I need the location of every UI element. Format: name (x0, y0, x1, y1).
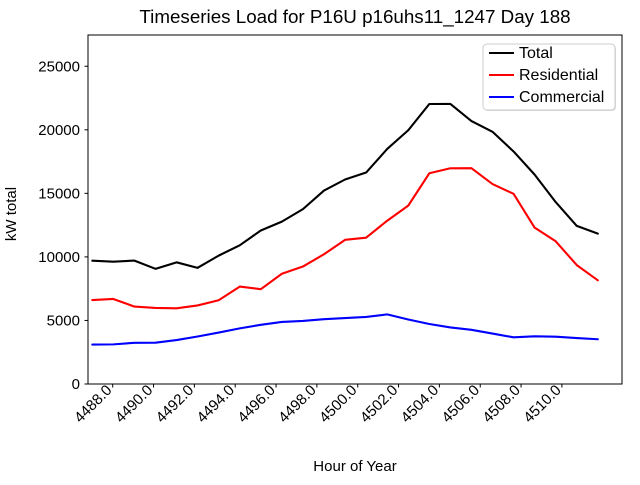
svg-text:20000: 20000 (38, 122, 80, 139)
svg-text:0: 0 (72, 376, 80, 393)
svg-text:10000: 10000 (38, 249, 80, 266)
svg-text:Total: Total (519, 45, 553, 62)
svg-text:Residential: Residential (519, 67, 598, 84)
svg-text:Commercial: Commercial (519, 89, 604, 106)
svg-text:kW total: kW total (3, 187, 20, 241)
svg-text:Hour of Year: Hour of Year (313, 458, 396, 475)
svg-text:Timeseries Load for P16U p16uh: Timeseries Load for P16U p16uhs11_1247 D… (139, 6, 570, 28)
svg-text:25000: 25000 (38, 58, 80, 75)
svg-text:5000: 5000 (47, 313, 80, 330)
svg-text:15000: 15000 (38, 186, 80, 203)
